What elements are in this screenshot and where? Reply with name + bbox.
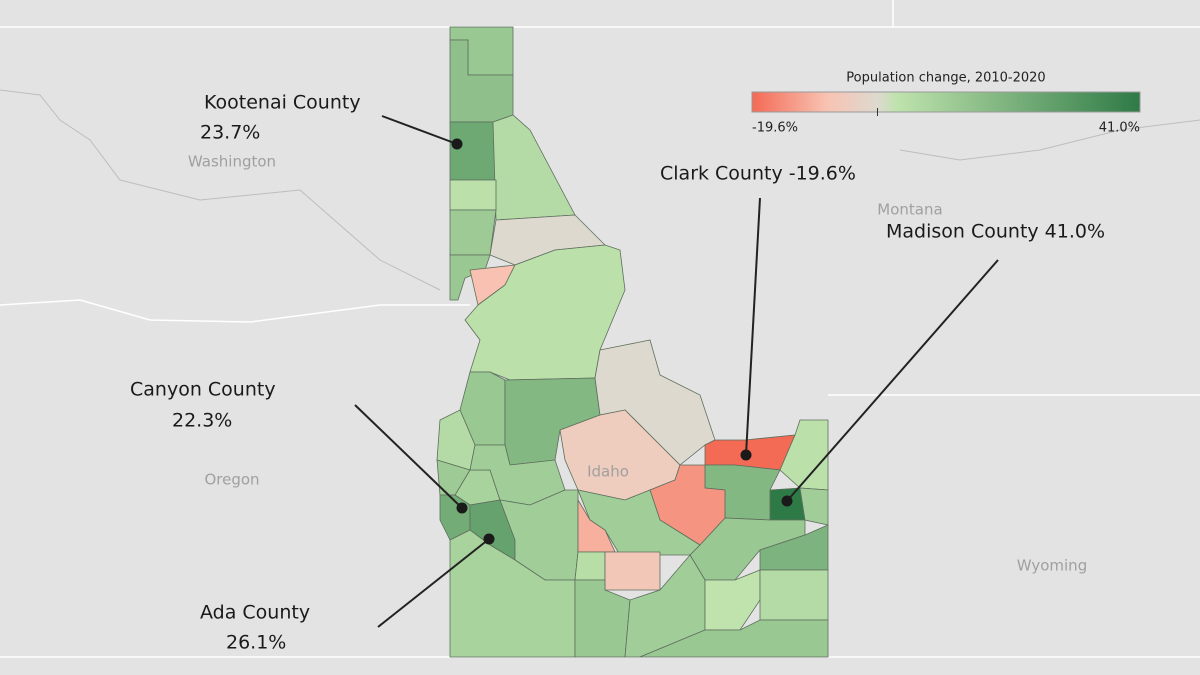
annotation-name: Kootenai County (204, 92, 361, 114)
rivers (0, 89, 1200, 291)
region-label: Oregon (204, 471, 259, 489)
county (574, 551, 606, 581)
river (0, 89, 441, 291)
legend-title: Population change, 2010-2020 (846, 71, 1045, 86)
annotation-value: 23.7% (200, 122, 260, 144)
county (604, 551, 661, 591)
county (759, 569, 829, 621)
annotation-name: Canyon County (130, 379, 276, 401)
region-label: Montana (877, 201, 942, 219)
border (0, 299, 470, 323)
county (449, 179, 497, 211)
county (449, 529, 576, 658)
county (449, 209, 497, 256)
annotation-value: 22.3% (172, 410, 232, 432)
annotation-name: Madison County (886, 221, 1039, 243)
river (899, 119, 1200, 161)
county-marker (483, 533, 495, 545)
leader-line (381, 115, 458, 145)
annotation-name: Clark County (660, 163, 783, 185)
legend-min-label: -19.6% (752, 121, 798, 136)
annotation-value: 26.1% (226, 632, 286, 654)
county (449, 121, 497, 181)
leader-line (786, 259, 999, 502)
leader-line (377, 538, 490, 628)
county (449, 254, 491, 301)
county (639, 619, 829, 658)
leader-line (745, 197, 761, 456)
counties (436, 26, 829, 658)
county-marker (740, 449, 752, 461)
annotation-name: Ada County (200, 602, 310, 624)
annotation-value: -19.6% (789, 163, 856, 185)
legend-max-label: 41.0% (1099, 121, 1140, 136)
legend-scale (751, 91, 1141, 113)
region-label: Washington (188, 153, 276, 171)
county-marker (456, 502, 468, 514)
region-label: Idaho (587, 463, 629, 481)
annotation-value: 41.0% (1045, 221, 1105, 243)
county-marker (451, 138, 463, 150)
county (577, 498, 616, 553)
county (759, 524, 829, 571)
county-marker (781, 495, 793, 507)
annotations: Kootenai County 23.7% Clark County -19.6% Ma… (130, 92, 1105, 654)
leader-line (354, 404, 463, 509)
region-label: Wyoming (1017, 557, 1087, 575)
